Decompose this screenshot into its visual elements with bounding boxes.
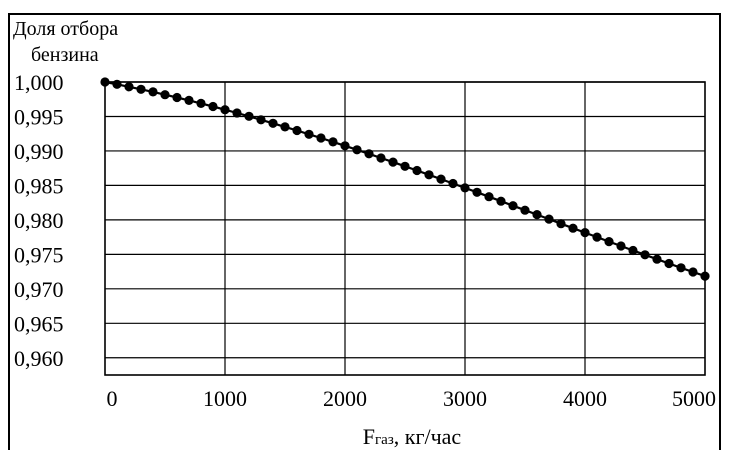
data-point bbox=[208, 101, 218, 112]
data-point bbox=[664, 258, 674, 269]
data-point bbox=[424, 170, 434, 180]
x-axis-label-subscript: газ bbox=[375, 432, 394, 448]
data-point bbox=[700, 271, 710, 281]
data-point bbox=[352, 145, 362, 155]
data-point bbox=[292, 125, 302, 136]
data-point bbox=[136, 84, 146, 94]
data-point bbox=[172, 92, 182, 103]
data-point bbox=[616, 241, 626, 251]
data-point bbox=[688, 267, 698, 277]
data-point bbox=[568, 223, 578, 233]
data-point bbox=[472, 187, 482, 197]
y-tick-label: 0,985 bbox=[14, 173, 64, 198]
data-point bbox=[316, 133, 326, 143]
y-tick-label: 1,000 bbox=[14, 70, 64, 95]
y-tick-labels: 1,000 0,995 0,990 0,985 0,980 0,975 0,970 0,965… bbox=[14, 70, 64, 371]
data-point bbox=[556, 219, 566, 229]
data-point bbox=[628, 245, 638, 256]
y-tick-label: 0,995 bbox=[14, 104, 64, 129]
x-tick-label: 4000 bbox=[563, 386, 607, 411]
y-tick-label: 0,990 bbox=[14, 139, 64, 164]
data-point bbox=[400, 161, 410, 171]
data-point bbox=[112, 79, 122, 89]
y-tick-label: 0,975 bbox=[14, 242, 64, 267]
data-point bbox=[364, 149, 374, 159]
data-point bbox=[412, 165, 422, 176]
y-tick-label: 0,980 bbox=[14, 208, 64, 233]
x-axis-label-main: F bbox=[363, 424, 375, 449]
data-point bbox=[508, 201, 518, 211]
data-point bbox=[448, 178, 458, 189]
data-point bbox=[376, 153, 386, 163]
data-point bbox=[460, 183, 470, 193]
data-point bbox=[388, 157, 398, 167]
data-point bbox=[604, 237, 614, 247]
x-tick-label: 0 bbox=[107, 386, 118, 411]
data-point bbox=[268, 118, 278, 128]
data-point bbox=[184, 95, 194, 105]
data-point bbox=[676, 263, 686, 273]
data-point bbox=[436, 174, 446, 184]
x-tick-label: 5000 bbox=[672, 386, 716, 411]
data-point bbox=[148, 87, 158, 97]
x-tick-label: 1000 bbox=[203, 386, 247, 411]
data-point bbox=[544, 214, 554, 224]
x-tick-label: 2000 bbox=[323, 386, 367, 411]
data-point bbox=[328, 137, 338, 147]
y-tick-label: 0,965 bbox=[14, 311, 64, 336]
y-axis-label-line1: Доля отбора bbox=[13, 18, 118, 40]
data-point bbox=[640, 250, 650, 260]
y-tick-label: 0,970 bbox=[14, 277, 64, 302]
data-point bbox=[484, 192, 494, 202]
chart-frame bbox=[8, 13, 721, 450]
data-point bbox=[124, 82, 134, 92]
data-points bbox=[100, 77, 710, 281]
data-point bbox=[196, 98, 206, 108]
data-point bbox=[532, 210, 542, 220]
data-point bbox=[220, 105, 230, 115]
data-point bbox=[580, 228, 590, 238]
data-point bbox=[496, 196, 506, 206]
data-point bbox=[100, 77, 110, 87]
data-point bbox=[340, 141, 350, 151]
y-axis-label-line2: бензина bbox=[31, 44, 99, 66]
data-point bbox=[304, 129, 314, 139]
x-tick-labels: 0 1000 2000 3000 4000 5000 bbox=[107, 386, 717, 411]
data-point bbox=[280, 122, 290, 132]
data-point bbox=[520, 205, 530, 215]
data-point bbox=[592, 232, 602, 242]
series-line bbox=[104, 80, 706, 278]
x-axis-label-unit: , кг/час bbox=[394, 424, 462, 449]
data-point bbox=[160, 90, 170, 100]
x-axis-label: Fгаз, кг/час bbox=[363, 424, 462, 449]
data-point bbox=[244, 111, 254, 121]
grid-lines bbox=[105, 81, 705, 375]
x-tick-label: 3000 bbox=[443, 386, 487, 411]
y-tick-label: 0,960 bbox=[14, 346, 64, 371]
data-point bbox=[232, 108, 242, 118]
data-point bbox=[256, 115, 266, 125]
data-point bbox=[652, 254, 662, 264]
plot-area-border bbox=[104, 81, 706, 376]
